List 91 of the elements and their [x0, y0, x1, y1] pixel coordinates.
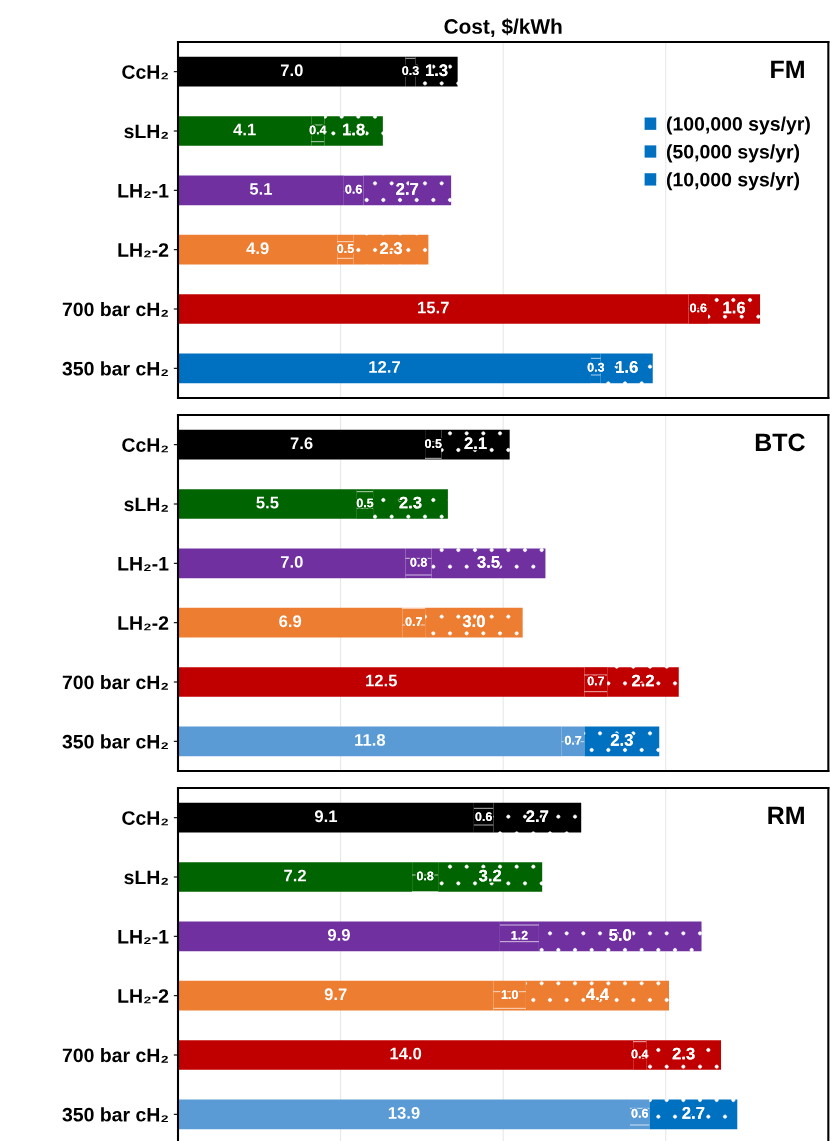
- data-label: 7.0: [280, 64, 303, 77]
- data-label: 1.3: [425, 64, 448, 77]
- bar: [493, 802, 582, 833]
- data-label: 12.7: [369, 361, 400, 373]
- y-tick-label: LH₂-1: [118, 930, 169, 944]
- data-label: 1.0: [501, 990, 518, 1000]
- data-label: 3.5: [477, 556, 500, 568]
- data-label: 0.7: [405, 617, 422, 627]
- data-label: 11.8: [355, 734, 386, 746]
- bar: [178, 175, 344, 206]
- bar: [538, 921, 702, 952]
- bar: [178, 294, 689, 324]
- y-tick-label: 350 bar cH₂: [62, 1107, 168, 1122]
- y-tick-label: LH₂-2: [118, 989, 169, 1004]
- data-label: 0.6: [475, 812, 492, 822]
- data-label: 0.8: [416, 871, 434, 881]
- y-tick-label: LH₂-1: [118, 557, 169, 571]
- data-label: 5.0: [609, 929, 632, 941]
- data-label: 0.5: [356, 498, 374, 508]
- y-tick-label: 700 bar cH₂: [62, 674, 168, 690]
- legend-label: (50,000 sys/yr): [666, 144, 800, 163]
- bar: [178, 726, 562, 757]
- data-label: 4.9: [246, 242, 269, 255]
- data-label: 4.1: [233, 123, 256, 136]
- data-label: 2.7: [396, 183, 419, 195]
- data-label: 14.0: [390, 1047, 422, 1060]
- y-tick-label: 700 bar cH₂: [62, 1047, 168, 1063]
- bar: [178, 921, 500, 952]
- data-label: 1.6: [616, 361, 638, 373]
- y-tick-label: sLH₂: [124, 870, 168, 885]
- y-tick-label: 700 bar cH₂: [62, 301, 168, 317]
- legend-label: (10,000 sys/yr): [666, 172, 800, 191]
- bar: [425, 607, 523, 638]
- bar: [438, 862, 543, 892]
- y-tick-label: CcH₂: [122, 811, 168, 826]
- data-label: 4.4: [586, 988, 609, 1000]
- data-label: 0.5: [337, 244, 354, 254]
- data-label: 1.6: [723, 301, 746, 314]
- data-label: 5.1: [249, 183, 273, 195]
- data-label: 2.7: [682, 1107, 705, 1119]
- legend-label: (100,000 sys/yr): [666, 116, 810, 135]
- bar: [178, 1099, 630, 1130]
- y-tick-label: 350 bar cH₂: [62, 361, 168, 376]
- data-label: 2.3: [610, 734, 633, 746]
- y-tick-label: LH₂-2: [118, 243, 169, 258]
- data-label: 0.6: [631, 1108, 648, 1118]
- data-label: 7.0: [280, 556, 303, 568]
- data-label: 15.7: [418, 301, 449, 314]
- data-label: 7.6: [290, 437, 313, 450]
- bar: [178, 667, 585, 697]
- data-label: 2.7: [526, 810, 549, 822]
- y-tick-label: sLH₂: [124, 497, 168, 512]
- bar: [178, 862, 413, 892]
- bar: [178, 548, 406, 579]
- bar: [525, 980, 670, 1011]
- chart-title: Cost, $/kWh: [444, 18, 562, 37]
- data-label: 1.8: [343, 123, 365, 136]
- data-label: 0.8: [410, 557, 427, 567]
- data-label: 2.3: [379, 242, 402, 255]
- data-label: 0.7: [587, 676, 604, 686]
- bar: [178, 607, 403, 638]
- data-label: 0.4: [309, 125, 327, 135]
- data-label: 3.2: [478, 869, 502, 882]
- data-label: 0.3: [402, 66, 419, 76]
- y-tick-label: LH₂-2: [118, 616, 169, 631]
- bar: [178, 980, 494, 1011]
- data-label: 3.0: [462, 615, 485, 628]
- y-tick-label: LH₂-1: [118, 184, 169, 198]
- y-tick-label: CcH₂: [122, 438, 168, 453]
- data-label: 0.3: [587, 362, 605, 372]
- data-label: 0.4: [631, 1049, 649, 1059]
- data-label: 2.3: [399, 496, 422, 509]
- data-label: 9.9: [327, 929, 350, 941]
- data-label: 5.5: [256, 496, 279, 509]
- annotation: FM: [771, 60, 804, 78]
- data-label: 9.1: [314, 810, 338, 823]
- data-label: 1.2: [511, 930, 528, 940]
- bar: [178, 234, 338, 265]
- data-label: 13.9: [388, 1107, 420, 1119]
- data-label: 2.2: [631, 674, 654, 687]
- data-label: 2.1: [464, 437, 487, 449]
- y-tick-label: 350 bar cH₂: [62, 734, 168, 749]
- data-label: 6.9: [279, 615, 302, 628]
- y-tick-label: CcH₂: [122, 65, 168, 80]
- bar: [178, 489, 357, 519]
- data-label: 7.2: [284, 869, 306, 882]
- annotation: RM: [768, 806, 804, 824]
- data-label: 12.5: [366, 674, 397, 687]
- data-label: 9.7: [324, 988, 347, 1001]
- annotation: BTC: [755, 433, 805, 452]
- y-tick-label: sLH₂: [124, 124, 168, 139]
